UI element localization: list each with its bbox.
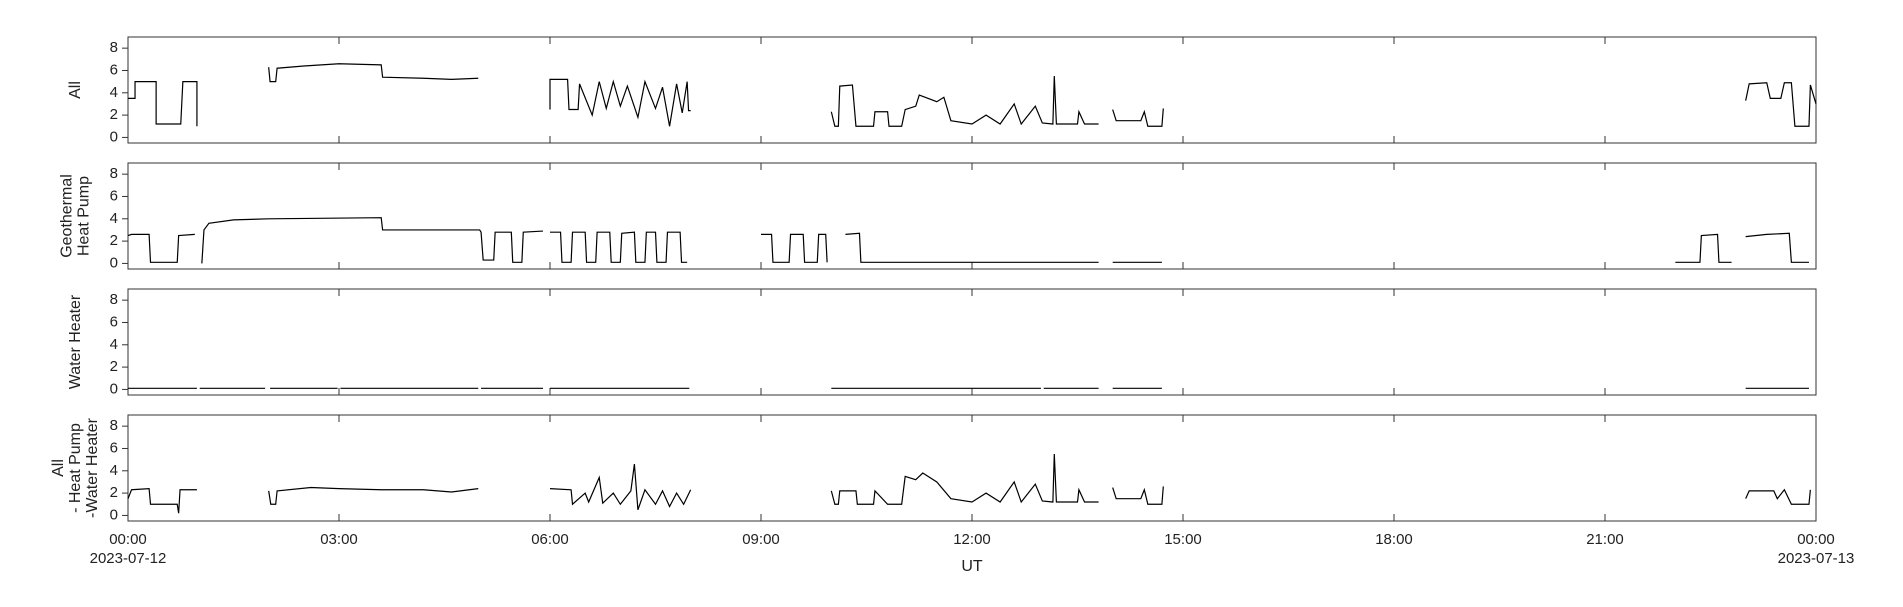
y-tick-label: 6 <box>110 187 118 204</box>
y-tick-label: 4 <box>110 210 118 227</box>
y-tick-label: 4 <box>110 462 118 479</box>
y-tick-label: 4 <box>110 336 118 353</box>
x-tick-label: 18:00 <box>1375 531 1413 548</box>
panel-frame <box>127 36 1817 144</box>
y-tick-label: 2 <box>110 358 118 375</box>
y-axis-label: Geothermal <box>59 174 76 258</box>
y-tick-label: 6 <box>110 313 118 330</box>
panel-frame <box>127 414 1817 522</box>
series-line <box>127 217 1809 264</box>
x-tick-label: 00:00 <box>109 531 147 548</box>
y-tick-label: 8 <box>110 291 118 308</box>
y-tick-label: 0 <box>110 254 118 271</box>
x-tick-label: 06:00 <box>531 531 569 548</box>
y-axis-label: -Water Heater <box>84 417 101 518</box>
y-tick-label: 0 <box>110 506 118 523</box>
y-tick-label: 0 <box>110 380 118 397</box>
y-tick-label: 8 <box>110 417 118 434</box>
date-label: 2023-07-13 <box>1778 550 1855 567</box>
y-tick-label: 8 <box>110 165 118 182</box>
x-tick-label: 21:00 <box>1586 531 1624 548</box>
panel-frame <box>127 288 1817 396</box>
panel-frame <box>127 162 1817 270</box>
x-tick-label: 15:00 <box>1164 531 1202 548</box>
y-axis-label: All <box>50 459 67 477</box>
y-tick-label: 2 <box>110 232 118 249</box>
y-axis-label: All <box>67 81 84 99</box>
y-tick-label: 8 <box>110 39 118 56</box>
y-axis-label: Heat Pump <box>76 176 93 256</box>
y-tick-label: 6 <box>110 439 118 456</box>
x-axis-label: UT <box>961 558 983 575</box>
y-tick-label: 2 <box>110 106 118 123</box>
date-label: 2023-07-12 <box>90 550 167 567</box>
x-tick-label: 12:00 <box>953 531 991 548</box>
series-line <box>128 63 1817 127</box>
y-axis-label: Water Heater <box>67 294 84 389</box>
y-tick-label: 4 <box>110 84 118 101</box>
y-tick-label: 6 <box>110 61 118 78</box>
series-line <box>127 454 1811 514</box>
y-axis-label: - Heat Pump <box>67 423 84 513</box>
y-tick-label: 2 <box>110 484 118 501</box>
y-tick-label: 0 <box>110 128 118 145</box>
x-tick-label: 03:00 <box>320 531 358 548</box>
x-tick-label: 00:00 <box>1797 531 1835 548</box>
x-tick-label: 09:00 <box>742 531 780 548</box>
